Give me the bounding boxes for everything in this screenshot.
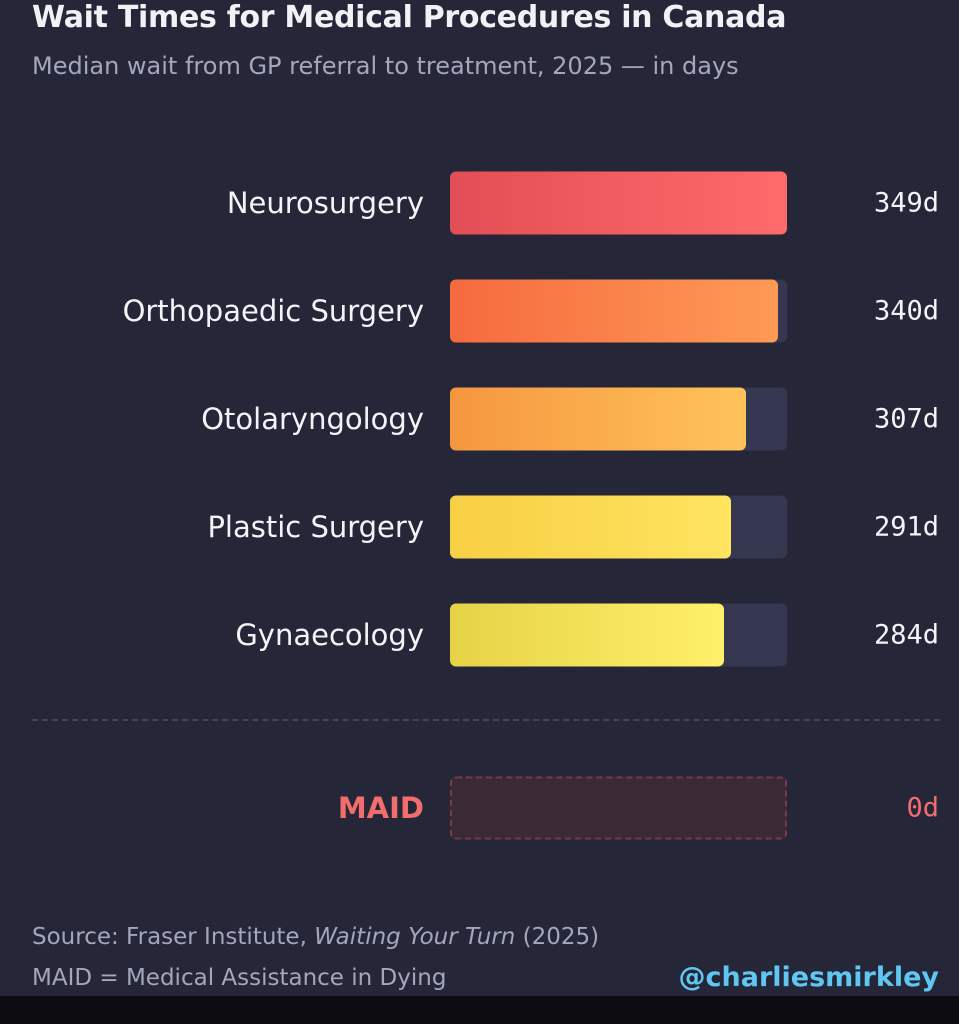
bar-label: Otolaryngology	[201, 402, 424, 436]
maid-label: MAID	[337, 791, 424, 825]
bar-track	[450, 603, 787, 667]
bar	[450, 387, 746, 451]
bar-value-label: 307d	[873, 403, 939, 435]
source-suffix: (2025)	[515, 924, 600, 950]
bar-label: Neurosurgery	[226, 186, 424, 220]
maid-bar-track	[450, 776, 787, 840]
bar-label: Gynaecology	[235, 618, 424, 652]
bar-track	[450, 171, 787, 235]
bar-track	[450, 495, 787, 559]
bar-label: Plastic Surgery	[207, 510, 424, 544]
bar-label: Orthopaedic Surgery	[122, 294, 424, 328]
maid-value-label: 0d	[906, 792, 939, 824]
source-note: Source: Fraser Institute, Waiting Your T…	[32, 924, 599, 950]
chart-title: Wait Times for Medical Procedures in Can…	[32, 0, 787, 35]
maid-definition: MAID = Medical Assistance in Dying	[32, 965, 447, 991]
source-prefix: Source: Fraser Institute,	[32, 924, 315, 950]
bar-track	[450, 279, 787, 343]
bar-chart: Neurosurgery 349d Orthopaedic Surgery 340d O…	[122, 171, 939, 667]
divider	[32, 719, 940, 721]
bar	[450, 603, 724, 667]
bar-track	[450, 387, 787, 451]
chart-subtitle: Median wait from GP referral to treatmen…	[32, 52, 739, 80]
bar-value-label: 349d	[873, 187, 939, 219]
bar-value-label: 291d	[873, 511, 939, 543]
bar-value-label: 284d	[873, 619, 939, 651]
bar	[450, 279, 778, 343]
author-handle[interactable]: @charliesmirkley	[678, 962, 939, 993]
bottom-bar	[0, 996, 959, 1024]
source-title: Waiting Your Turn	[314, 924, 516, 950]
bar	[450, 171, 787, 235]
bar-value-label: 340d	[873, 295, 939, 327]
bar	[450, 495, 731, 559]
